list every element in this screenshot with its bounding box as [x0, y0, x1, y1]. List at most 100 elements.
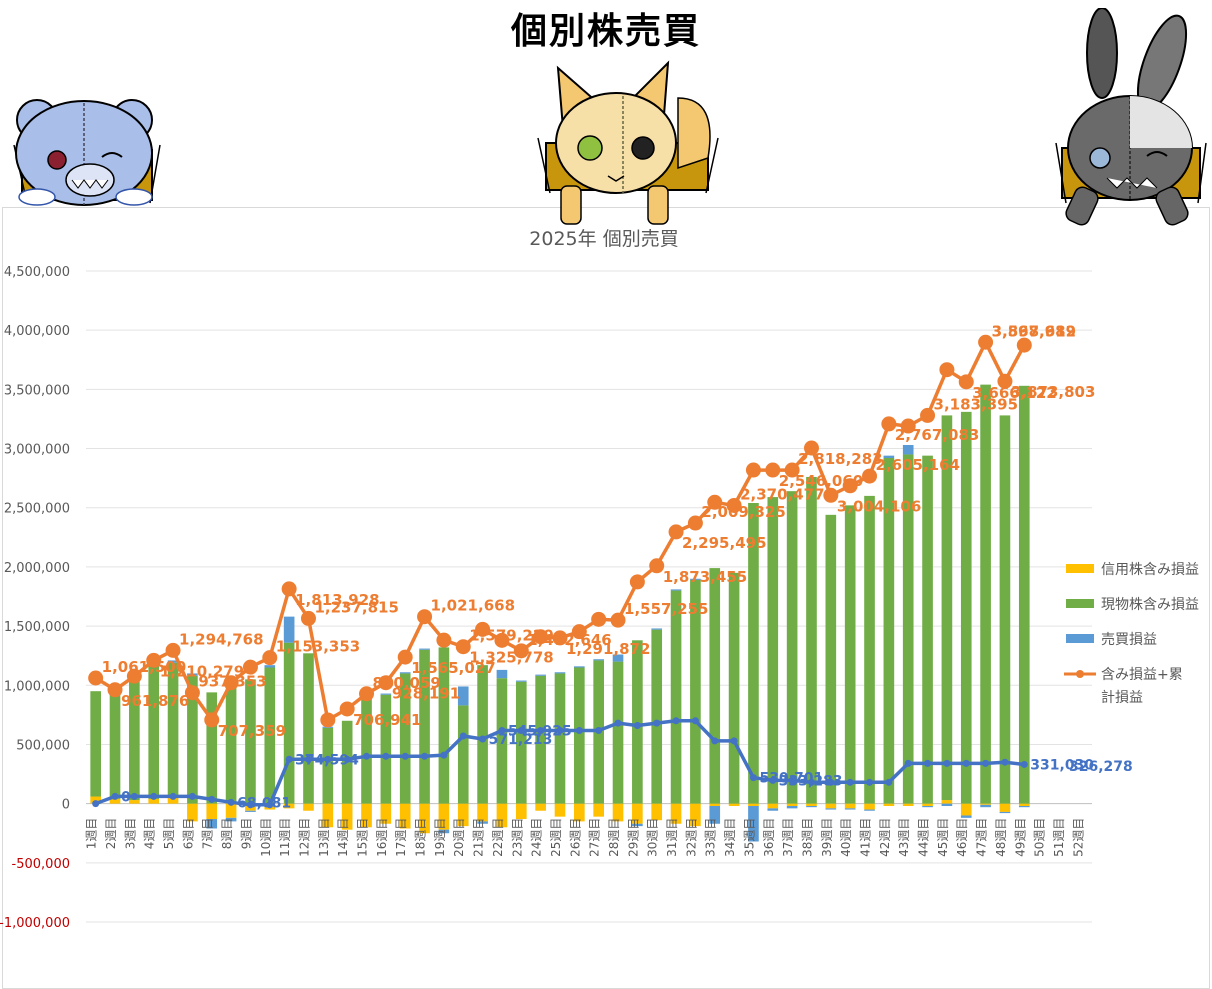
x-tick-label: 26週目	[568, 818, 582, 857]
data-label-cumulative: 331,030	[1030, 757, 1094, 773]
bar-genbutsu	[748, 502, 759, 804]
bar-baibai	[593, 659, 604, 661]
x-tick-label: 21週目	[472, 818, 486, 857]
data-label-total: 928,191	[392, 685, 460, 703]
bar-shinyo	[728, 803, 740, 807]
bar-baibai	[245, 810, 256, 812]
x-tick-label: 31週目	[665, 818, 679, 857]
point-total	[455, 639, 471, 655]
point-total	[997, 373, 1013, 389]
bar-baibai	[632, 823, 643, 827]
point-cumulative-trade	[266, 801, 274, 809]
x-tick-label: 19週目	[433, 818, 447, 857]
point-total	[88, 670, 104, 686]
bar-baibai	[748, 806, 759, 842]
legend-label: 含み損益+累	[1101, 667, 1183, 683]
point-cumulative-trade	[188, 792, 196, 800]
bar-shinyo	[748, 803, 759, 807]
bar-baibai	[438, 829, 450, 834]
x-tick-label: 30週目	[646, 818, 660, 857]
point-total	[726, 497, 742, 513]
y-tick-label: 4,000,000	[4, 324, 70, 339]
bar-genbutsu	[419, 649, 430, 804]
point-total	[649, 558, 665, 574]
data-label-total: 1,021,668	[431, 597, 515, 615]
point-cumulative-trade	[807, 778, 815, 786]
x-tick-label: 48週目	[994, 818, 1008, 857]
x-tick-label: 36週目	[762, 818, 776, 857]
bar-baibai	[612, 654, 624, 662]
x-tick-label: 41週目	[859, 818, 873, 857]
data-label-total: 2,818,283	[798, 450, 882, 468]
legend-label: 現物株含み損益	[1101, 597, 1199, 613]
bar-genbutsu	[457, 705, 469, 804]
bar-baibai	[902, 444, 914, 455]
point-total	[281, 581, 297, 597]
x-tick-label: 3週目	[123, 818, 137, 850]
data-label-total: 1,472,646	[527, 631, 611, 649]
bar-genbutsu	[902, 454, 914, 804]
y-tick-label: 3,500,000	[4, 383, 70, 398]
bar-shinyo	[361, 803, 372, 828]
x-tick-label: 5週目	[162, 818, 176, 850]
point-cumulative-trade	[111, 792, 119, 800]
x-tick-label: 39週目	[820, 818, 834, 857]
bar-shinyo	[148, 798, 160, 804]
bar-baibai	[864, 809, 875, 811]
bar-genbutsu	[728, 572, 740, 804]
bar-baibai	[419, 648, 430, 650]
point-total	[513, 643, 529, 659]
bar-genbutsu	[632, 640, 643, 804]
point-cumulative-trade	[208, 795, 216, 803]
data-label-cumulative: 571,213	[489, 732, 553, 748]
bar-shinyo	[632, 803, 643, 824]
data-label-total: 1,210,279	[160, 662, 244, 680]
bar-genbutsu	[264, 667, 276, 804]
fox-mascot-icon	[537, 60, 719, 225]
point-cumulative-trade	[285, 755, 293, 763]
bar-baibai	[574, 666, 585, 668]
point-total	[397, 649, 413, 665]
point-total	[146, 652, 162, 668]
bar-genbutsu	[806, 476, 817, 804]
bar-shinyo	[515, 803, 527, 820]
data-label-total: 2,546,060	[779, 472, 863, 490]
bar-genbutsu	[709, 568, 721, 804]
x-tick-label: 8週目	[220, 818, 234, 850]
point-cumulative-trade	[92, 800, 100, 808]
point-cumulative-trade	[130, 792, 138, 800]
bar-baibai	[399, 672, 411, 674]
bar-baibai	[922, 806, 933, 808]
x-tick-label: 33週目	[704, 818, 718, 857]
bar-baibai	[535, 674, 546, 676]
y-tick-label: -1,000,000	[0, 916, 70, 931]
x-tick-label: 22週目	[491, 818, 505, 857]
data-label-total: 3,004,106	[837, 497, 921, 515]
bar-genbutsu	[864, 495, 875, 804]
point-cumulative-trade	[537, 726, 545, 734]
bar-shinyo	[922, 803, 933, 807]
bar-genbutsu	[960, 411, 972, 804]
x-tick-label: 45週目	[936, 818, 950, 857]
point-total	[823, 487, 839, 503]
bar-genbutsu	[438, 647, 450, 804]
data-label-cumulative: 0	[121, 789, 131, 805]
bar-genbutsu	[167, 662, 179, 796]
point-total	[978, 334, 994, 350]
bar-baibai	[670, 589, 682, 591]
point-total	[262, 650, 278, 666]
bar-genbutsu	[148, 665, 160, 799]
data-label-total: 2,605,164	[876, 456, 960, 474]
data-label-total: 1,565,027	[411, 659, 495, 677]
data-label-total: 1,061,500	[102, 658, 186, 676]
bar-baibai	[786, 806, 798, 809]
bar-genbutsu	[515, 681, 527, 804]
x-tick-label: 27週目	[588, 818, 602, 857]
data-label-total: 1,325,778	[469, 649, 553, 667]
legend-label: 売買損益	[1101, 632, 1157, 648]
bar-genbutsu	[922, 455, 933, 804]
data-label-total: 1,291,872	[566, 640, 650, 658]
point-cumulative-trade	[943, 759, 951, 767]
x-tick-label: 24週目	[530, 818, 544, 857]
